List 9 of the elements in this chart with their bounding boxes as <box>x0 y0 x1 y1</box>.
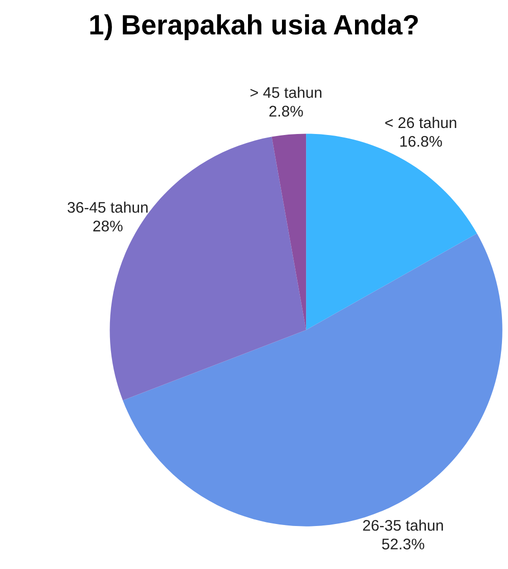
slice-label: 26-35 tahun <box>363 520 443 531</box>
data-label: 2.8% <box>269 106 303 117</box>
data-label: 52.3% <box>382 538 424 550</box>
slice-label: < 26 tahun <box>385 116 456 128</box>
data-label: 28% <box>93 220 123 232</box>
data-label: 16.8% <box>400 136 442 147</box>
slice-label: 36-45 tahun <box>68 202 148 213</box>
slice-label: > 45 tahun <box>250 86 322 98</box>
chart-title: 1) Berapakah usia Anda? <box>90 14 418 40</box>
